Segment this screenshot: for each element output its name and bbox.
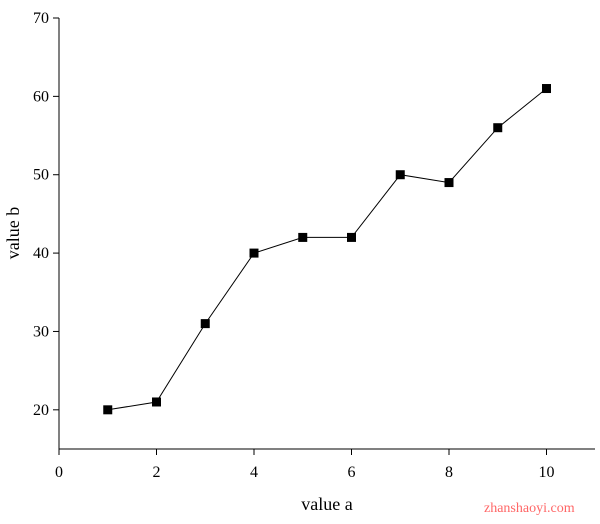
data-point-marker	[395, 170, 405, 180]
series-layer	[103, 84, 551, 415]
y-tick-label: 60	[33, 88, 49, 105]
y-tick-label: 50	[33, 167, 49, 184]
data-point-marker	[103, 405, 113, 415]
data-point-marker	[298, 232, 308, 242]
data-point-marker	[444, 178, 454, 188]
data-point-marker	[493, 123, 503, 133]
y-axis-title: value b	[3, 207, 23, 259]
plot-area: 0 2 4 6 8 10 20 30 40 50 60 70	[33, 10, 595, 481]
data-point-marker	[200, 319, 210, 329]
y-tick-label: 70	[33, 10, 49, 27]
y-ticks: 20 30 40 50 60 70	[33, 10, 59, 419]
x-tick-label: 8	[445, 464, 453, 481]
data-point-marker	[347, 232, 356, 242]
x-tick-label: 6	[348, 464, 356, 481]
data-point-marker	[542, 84, 551, 94]
y-tick-label: 40	[33, 245, 49, 262]
data-point-marker	[249, 248, 259, 258]
x-tick-label: 0	[55, 464, 63, 481]
x-axis-title: value a	[301, 494, 352, 514]
x-tick-label: 10	[539, 464, 555, 481]
x-ticks: 0 2 4 6 8 10	[55, 449, 555, 481]
series-line	[107, 88, 547, 411]
watermark-text: zhanshaoyi.com	[484, 501, 575, 516]
y-tick-label: 20	[33, 402, 49, 419]
x-tick-label: 2	[153, 464, 161, 481]
y-tick-label: 30	[33, 323, 49, 340]
x-tick-label: 4	[250, 464, 258, 481]
data-point-marker	[152, 397, 161, 407]
